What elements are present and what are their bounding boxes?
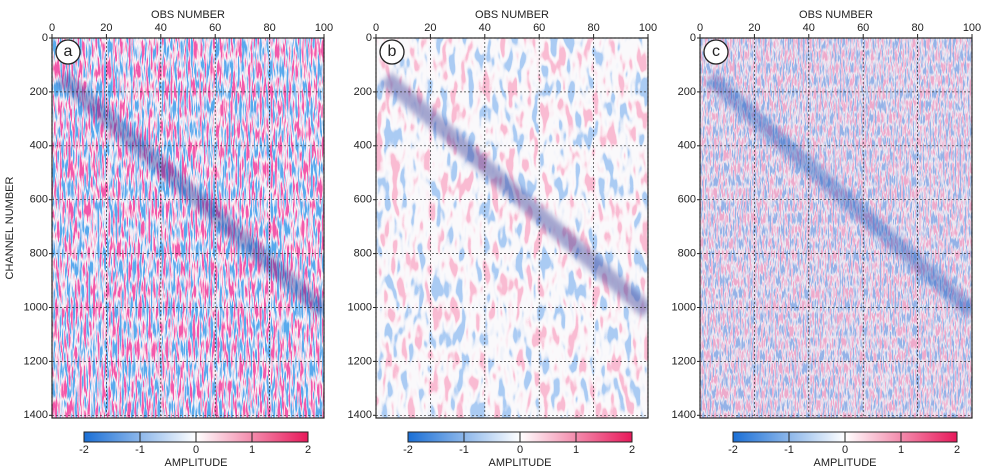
x-tick-label: 0 [49, 22, 55, 34]
x-tick-label: 20 [100, 22, 112, 34]
panel-label: c [712, 43, 720, 60]
colorbar-tick-label: -1 [135, 444, 145, 456]
heatmap-image [700, 38, 972, 418]
y-tick-label: 600 [30, 194, 48, 206]
y-tick-label: 1200 [348, 355, 372, 367]
y-tick-label: 1200 [24, 355, 48, 367]
y-tick-label: 1000 [24, 301, 48, 313]
x-tick-label: 80 [911, 22, 923, 34]
y-tick-label: 200 [678, 86, 696, 98]
colorbar-tick-label: -1 [784, 444, 794, 456]
panel-badge [379, 39, 405, 65]
colorbar-tick-label: -2 [728, 444, 738, 456]
colorbar-tick-label: -2 [403, 444, 413, 456]
colorbar-tick-label: 0 [193, 444, 199, 456]
x-tick-label: 40 [155, 22, 167, 34]
y-tick-label: 800 [30, 248, 48, 260]
x-tick-label: 80 [587, 22, 599, 34]
x-tick-label: 80 [263, 22, 275, 34]
x-tick-label: 0 [373, 22, 379, 34]
x-tick-label: 100 [639, 22, 657, 34]
colorbar-tick-label: 0 [517, 444, 523, 456]
x-tick-label: 40 [479, 22, 491, 34]
diagonal-arrival [56, 72, 324, 318]
colorbar-title: AMPLITUDE [489, 457, 552, 469]
colorbar-title: AMPLITUDE [165, 457, 228, 469]
y-tick-label: 200 [30, 86, 48, 98]
heatmap-image [376, 38, 648, 418]
y-tick-label: 1400 [672, 409, 696, 421]
y-tick-label: 1000 [672, 301, 696, 313]
y-tick-label: 800 [354, 248, 372, 260]
colorbar-tick-label: 0 [842, 444, 848, 456]
y-tick-label: 400 [354, 140, 372, 152]
x-tick-label: 60 [209, 22, 221, 34]
colorbar-tick-label: -2 [79, 444, 89, 456]
panel-label: a [64, 43, 73, 60]
y-tick-label: 1400 [348, 409, 372, 421]
x-axis-title: OBS NUMBER [151, 9, 225, 21]
y-tick-label: 400 [678, 140, 696, 152]
x-tick-label: 40 [803, 22, 815, 34]
colorbar-tick-label: 1 [898, 444, 904, 456]
y-axis-title: CHANNEL NUMBER [4, 177, 16, 280]
colorbar-tick-label: 2 [305, 444, 311, 456]
panel-badge [703, 39, 729, 65]
y-tick-label: 600 [354, 194, 372, 206]
x-tick-label: 20 [424, 22, 436, 34]
colorbar-tick-label: 2 [954, 444, 960, 456]
x-tick-label: 100 [315, 22, 333, 34]
y-tick-label: 200 [354, 86, 372, 98]
diagonal-arrival [704, 72, 972, 318]
heatmap-image [52, 38, 324, 418]
colorbar-tick-label: 1 [573, 444, 579, 456]
diagonal-arrival [380, 72, 648, 318]
y-tick-label: 1000 [348, 301, 372, 313]
x-tick-label: 100 [963, 22, 981, 34]
colorbar-tick-label: 1 [249, 444, 255, 456]
panel-badge [55, 39, 81, 65]
x-axis-title: OBS NUMBER [799, 9, 873, 21]
y-tick-label: 0 [366, 32, 372, 44]
colorbar-title: AMPLITUDE [814, 457, 877, 469]
colorbar-tick-label: -1 [459, 444, 469, 456]
y-tick-label: 1400 [24, 409, 48, 421]
y-tick-label: 600 [678, 194, 696, 206]
x-tick-label: 60 [857, 22, 869, 34]
colorbar-tick-label: 2 [629, 444, 635, 456]
x-axis-title: OBS NUMBER [475, 9, 549, 21]
y-tick-label: 800 [678, 248, 696, 260]
y-tick-label: 0 [690, 32, 696, 44]
y-tick-label: 1200 [672, 355, 696, 367]
x-tick-label: 20 [748, 22, 760, 34]
x-tick-label: 60 [533, 22, 545, 34]
x-tick-label: 0 [697, 22, 703, 34]
y-tick-label: 0 [42, 32, 48, 44]
y-tick-label: 400 [30, 140, 48, 152]
panel-label: b [388, 43, 397, 60]
